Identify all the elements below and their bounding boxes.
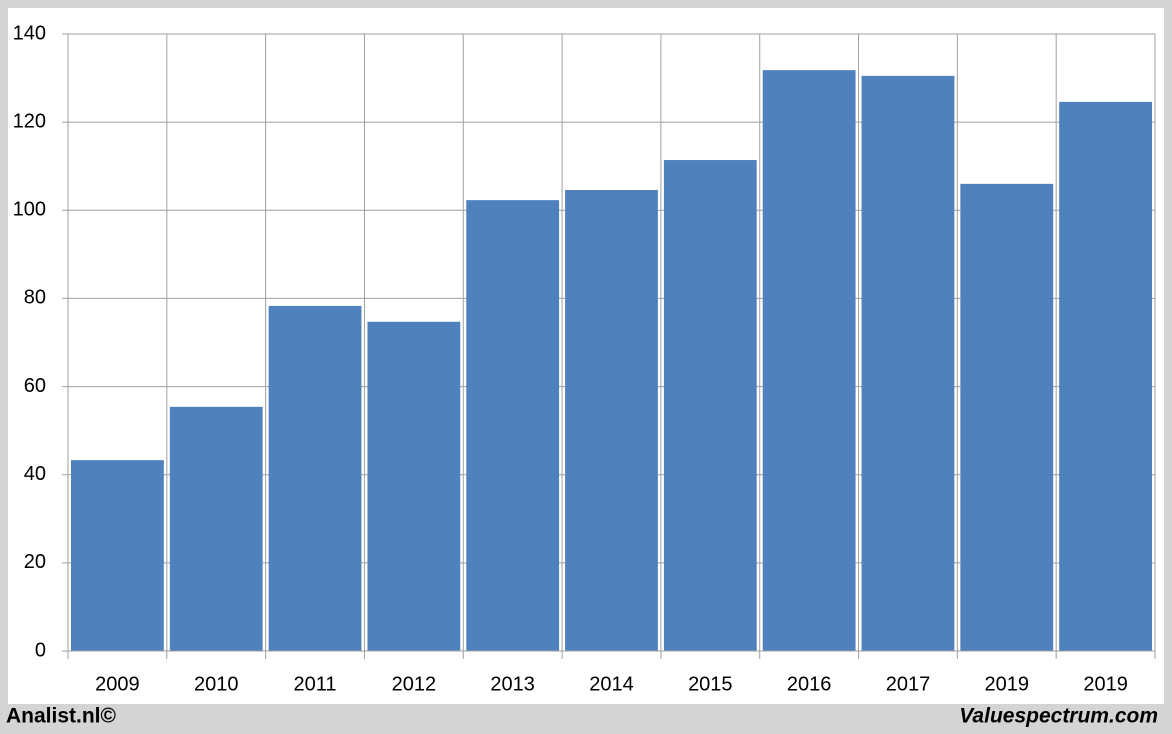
x-tick-label: 2016	[787, 673, 832, 695]
y-tick-label: 20	[24, 551, 46, 573]
bar	[268, 305, 362, 651]
x-tick-label: 2014	[589, 673, 634, 695]
y-tick-label: 60	[24, 375, 46, 397]
x-tick-label: 2019	[1083, 673, 1128, 695]
footer-left: Analist.nl©	[6, 705, 117, 728]
y-tick-label: 80	[24, 287, 46, 309]
bar	[861, 75, 955, 651]
y-tick-label: 140	[13, 22, 46, 44]
x-tick-label: 2015	[688, 673, 733, 695]
x-tick-label: 2011	[294, 673, 337, 695]
bar	[565, 190, 658, 651]
y-tick-label: 100	[13, 199, 46, 221]
y-tick-label: 40	[24, 463, 46, 485]
x-tick-label: 2019	[985, 673, 1030, 695]
x-tick-label: 2010	[194, 673, 239, 695]
y-tick-label: 0	[35, 639, 46, 661]
x-tick-label: 2012	[392, 673, 437, 695]
x-tick-label: 2009	[95, 673, 140, 695]
bar	[1059, 101, 1152, 652]
footer-right: Valuespectrum.com	[959, 705, 1158, 728]
bar	[663, 160, 757, 651]
x-tick-label: 2017	[886, 673, 931, 695]
x-tick-label: 2013	[490, 673, 535, 695]
bar	[762, 70, 856, 652]
y-tick-label: 120	[13, 110, 46, 132]
bar	[169, 406, 263, 651]
bar	[466, 200, 560, 651]
bar	[960, 183, 1054, 652]
bar	[367, 321, 461, 651]
bar	[71, 460, 164, 651]
